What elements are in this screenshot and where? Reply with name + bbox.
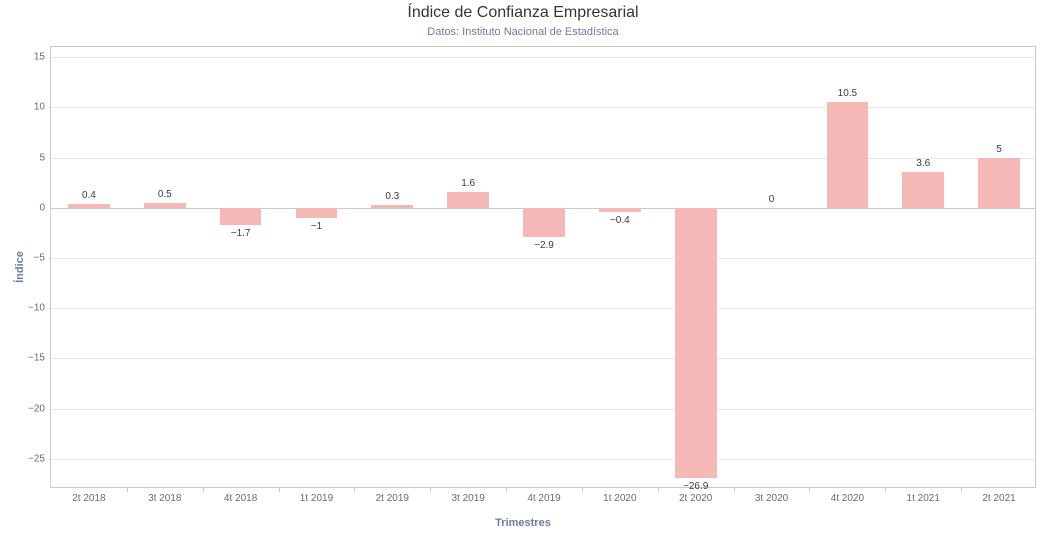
gridline — [51, 107, 1035, 108]
bar — [599, 208, 641, 212]
x-axis-label: Trimestres — [0, 517, 1046, 529]
gridline — [51, 258, 1035, 259]
y-tick-label: 15 — [34, 52, 45, 63]
gridline — [51, 158, 1035, 159]
x-tick-label: 2t 2018 — [72, 493, 105, 504]
x-tick-label: 3t 2018 — [148, 493, 181, 504]
x-tick-mark — [658, 487, 659, 492]
bar — [68, 204, 110, 208]
x-tick-mark — [430, 487, 431, 492]
bar — [902, 172, 944, 208]
bar — [978, 158, 1020, 208]
data-label: 1.6 — [461, 178, 475, 189]
bar — [296, 208, 338, 218]
x-tick-label: 2t 2021 — [982, 493, 1015, 504]
data-label: −1.7 — [231, 228, 251, 239]
y-tick-label: 10 — [34, 102, 45, 113]
x-tick-mark — [127, 487, 128, 492]
data-label: 0 — [769, 194, 775, 205]
bar — [675, 208, 717, 478]
plot-area: −25−20−15−10−50510152t 20180.43t 20180.5… — [50, 46, 1036, 488]
y-tick-label: −20 — [28, 403, 45, 414]
x-tick-label: 4t 2018 — [224, 493, 257, 504]
data-label: 0.4 — [82, 190, 96, 201]
y-tick-label: −10 — [28, 303, 45, 314]
x-tick-mark — [506, 487, 507, 492]
x-tick-mark — [734, 487, 735, 492]
x-tick-mark — [961, 487, 962, 492]
x-tick-mark — [279, 487, 280, 492]
chart-subtitle: Datos: Instituto Nacional de Estadística — [0, 26, 1046, 38]
x-tick-label: 4t 2019 — [527, 493, 560, 504]
bar — [447, 192, 489, 208]
y-tick-label: −25 — [28, 453, 45, 464]
gridline — [51, 358, 1035, 359]
x-tick-label: 4t 2020 — [831, 493, 864, 504]
x-tick-mark — [582, 487, 583, 492]
data-label: −26.9 — [683, 481, 708, 492]
x-tick-label: 3t 2020 — [755, 493, 788, 504]
bar — [371, 205, 413, 208]
data-label: −1 — [311, 221, 322, 232]
y-tick-label: 0 — [39, 202, 45, 213]
x-tick-label: 1t 2019 — [300, 493, 333, 504]
bar — [827, 102, 869, 207]
data-label: −0.4 — [610, 215, 630, 226]
x-tick-label: 1t 2020 — [603, 493, 636, 504]
y-tick-label: 5 — [39, 152, 45, 163]
x-tick-mark — [203, 487, 204, 492]
data-label: −2.9 — [534, 240, 554, 251]
gridline — [51, 57, 1035, 58]
y-tick-label: −15 — [28, 353, 45, 364]
bar — [220, 208, 262, 225]
gridline — [51, 409, 1035, 410]
data-label: 3.6 — [916, 158, 930, 169]
data-label: 5 — [996, 144, 1002, 155]
data-label: 10.5 — [838, 88, 857, 99]
gridline — [51, 459, 1035, 460]
x-tick-label: 1t 2021 — [907, 493, 940, 504]
x-tick-label: 3t 2019 — [451, 493, 484, 504]
y-axis-label: Índice — [14, 251, 26, 283]
gridline — [51, 308, 1035, 309]
data-label: 0.5 — [158, 189, 172, 200]
bar — [144, 203, 186, 208]
x-tick-mark — [885, 487, 886, 492]
x-tick-mark — [354, 487, 355, 492]
chart-title: Índice de Confianza Empresarial — [0, 4, 1046, 22]
y-tick-label: −5 — [34, 252, 45, 263]
bar — [523, 208, 565, 237]
x-tick-label: 2t 2020 — [679, 493, 712, 504]
data-label: 0.3 — [385, 191, 399, 202]
x-tick-label: 2t 2019 — [376, 493, 409, 504]
x-tick-mark — [809, 487, 810, 492]
